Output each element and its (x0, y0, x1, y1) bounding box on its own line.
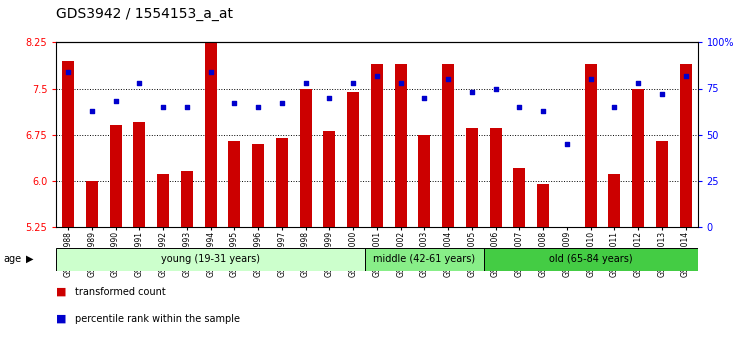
Bar (300, 88, 311, 227)
Bar (86, 181, 98, 227)
Point (228, 101, 240, 106)
Bar (608, 175, 620, 227)
Bar (484, 248, 698, 271)
Point (86, 108, 98, 113)
Point (158, 104, 170, 110)
Text: age: age (4, 254, 22, 264)
Point (299, 80, 312, 86)
Point (347, 80, 359, 86)
Bar (466, 129, 478, 227)
Point (490, 86, 502, 91)
Bar (134, 122, 146, 227)
Text: middle (42-61 years): middle (42-61 years) (374, 254, 476, 264)
Text: percentile rank within the sample: percentile rank within the sample (75, 314, 240, 324)
Bar (365, 248, 484, 271)
Bar (371, 64, 382, 227)
Point (561, 141, 573, 147)
Text: ■: ■ (56, 287, 67, 297)
Bar (537, 184, 549, 227)
Bar (419, 135, 430, 227)
Point (370, 73, 382, 79)
Bar (110, 125, 122, 227)
Point (680, 73, 692, 79)
Bar (585, 64, 596, 227)
Point (632, 80, 644, 86)
Point (466, 89, 478, 95)
Bar (323, 131, 335, 227)
Bar (62, 61, 74, 227)
Text: transformed count: transformed count (75, 287, 166, 297)
Text: GDS3942 / 1554153_a_at: GDS3942 / 1554153_a_at (56, 7, 233, 21)
Point (205, 69, 217, 75)
Bar (632, 88, 644, 227)
Bar (56, 248, 365, 271)
Bar (205, 24, 217, 227)
Point (134, 80, 146, 86)
Point (276, 101, 288, 106)
Bar (442, 64, 454, 227)
Point (323, 95, 335, 101)
Bar (490, 129, 502, 227)
Point (513, 104, 525, 110)
Point (252, 104, 264, 110)
Point (394, 80, 406, 86)
Bar (514, 168, 525, 227)
Point (537, 108, 549, 113)
Point (110, 98, 122, 104)
Bar (158, 175, 169, 227)
Point (608, 104, 620, 110)
Point (419, 95, 430, 101)
Bar (229, 141, 240, 227)
Point (442, 76, 454, 82)
Text: ■: ■ (56, 314, 67, 324)
Text: old (65-84 years): old (65-84 years) (549, 254, 632, 264)
Point (62, 69, 74, 75)
Bar (680, 64, 692, 227)
Point (181, 104, 193, 110)
Text: ▶: ▶ (26, 254, 34, 264)
Point (585, 76, 597, 82)
Bar (394, 64, 406, 227)
Bar (347, 92, 359, 227)
Bar (276, 138, 288, 227)
Text: young (19-31 years): young (19-31 years) (161, 254, 260, 264)
Bar (252, 144, 264, 227)
Point (656, 91, 668, 97)
Bar (656, 141, 668, 227)
Bar (181, 171, 193, 227)
